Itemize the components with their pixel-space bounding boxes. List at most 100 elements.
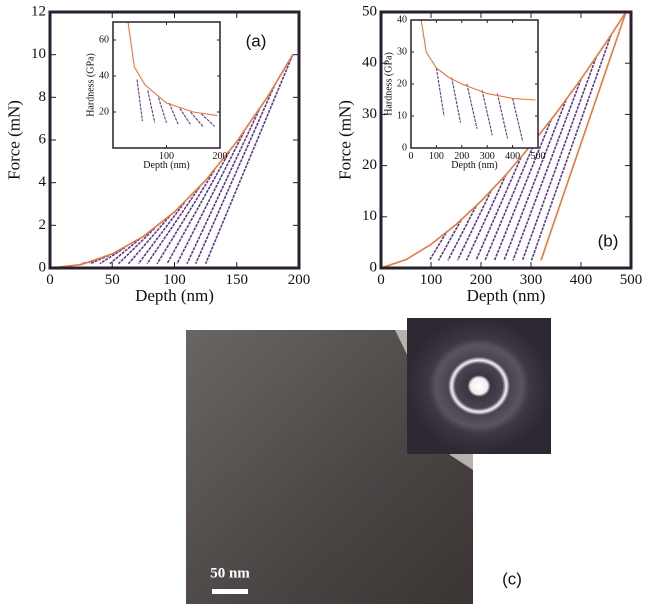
y-axis-label: Force (mN) (4, 100, 23, 180)
scale-bar-label: 50 nm (210, 565, 250, 581)
inset-background (411, 20, 538, 148)
x-axis-label: Depth (nm) (451, 160, 497, 171)
y-tick-label: 60 (99, 34, 109, 45)
data-line (99, 247, 126, 265)
data-line (540, 11, 627, 261)
data-line (147, 90, 156, 123)
data-line (49, 54, 294, 269)
y-tick-label: 20 (397, 78, 407, 89)
data-line (437, 219, 462, 261)
panel-label: (a) (246, 31, 267, 50)
y-tick-label: 2 (39, 217, 47, 233)
x-tick-label: 50 (105, 272, 120, 288)
data-line (186, 109, 260, 265)
data-line (503, 99, 567, 261)
data-line (475, 157, 522, 261)
scale-bar (212, 589, 248, 594)
x-tick-label: 100 (420, 272, 443, 288)
x-tick-label: 0 (46, 272, 54, 288)
data-line (136, 79, 143, 122)
x-axis-label: Depth (nm) (467, 286, 546, 305)
y-axis-label: Force (mN) (335, 100, 354, 180)
y-tick-label: 0 (402, 142, 407, 153)
data-line (204, 54, 294, 265)
data-line (190, 111, 204, 127)
y-axis-label: Hardness (GPa) (85, 53, 96, 117)
inset-background (113, 22, 220, 148)
data-line (435, 67, 445, 117)
data-line (456, 190, 492, 261)
x-tick-label: 400 (570, 272, 593, 288)
y-tick-label: 4 (39, 174, 47, 190)
x-tick-label: 100 (163, 272, 186, 288)
x-tick-label: 500 (531, 151, 546, 162)
data-line (89, 254, 109, 265)
x-tick-label: 0 (377, 272, 385, 288)
main-chart: 0 50 100 150 200 0 2 4 6 8 10 12 Depth (nm) Force (mN… (4, 3, 310, 305)
x-axis-label: Depth (nm) (135, 286, 214, 305)
x-axis-label: Depth (nm) (143, 160, 189, 171)
y-tick-label: 20 (362, 157, 377, 173)
x-tick-label: 200 (470, 272, 493, 288)
y-axis-label: Hardness (GPa) (383, 52, 394, 116)
data-line (194, 85, 275, 265)
data-line (156, 169, 216, 265)
panel-label: (b) (598, 231, 619, 250)
data-line (466, 83, 478, 129)
data-line (109, 238, 141, 265)
panel-label: (c) (502, 569, 522, 588)
data-line (496, 93, 509, 139)
x-tick-label: 0 (409, 151, 414, 162)
inset-chart: 0 100 200 300 400 500 0 10 20 30 40 Depth (nm) Hardn… (383, 14, 545, 171)
y-tick-label: 10 (31, 46, 46, 62)
data-line (512, 78, 582, 261)
y-tick-label: 50 (362, 3, 377, 19)
y-tick-label: 6 (39, 131, 47, 147)
x-tick-label: 300 (520, 272, 543, 288)
y-tick-label: 30 (397, 46, 407, 57)
y-tick-label: 0 (370, 259, 378, 275)
data-line (484, 138, 537, 261)
data-line (157, 97, 168, 123)
diffraction-pattern (407, 318, 551, 454)
data-line (420, 19, 536, 101)
plot-frame (379, 10, 633, 270)
data-line (117, 227, 156, 265)
y-tick-label: 12 (31, 3, 46, 19)
data-line (512, 98, 524, 142)
data-line (179, 108, 192, 125)
y-tick-label: 30 (362, 106, 377, 122)
y-tick-label: 0 (39, 259, 47, 275)
data-line (127, 215, 171, 265)
data-line (447, 205, 477, 261)
y-tick-label: 8 (39, 89, 47, 105)
y-tick-label: 40 (397, 14, 407, 25)
data-line (481, 90, 493, 136)
y-tick-label: 40 (99, 70, 109, 81)
y-tick-label: 10 (362, 208, 377, 224)
x-tick-label: 200 (454, 151, 469, 162)
plot-frame (112, 21, 221, 149)
x-tick-label: 200 (213, 151, 228, 162)
data-line (200, 113, 216, 127)
plot-frame (48, 10, 301, 270)
data-line (146, 186, 201, 265)
plot-frame (410, 19, 539, 149)
data-line (137, 202, 186, 265)
data-line (493, 119, 552, 261)
data-line (127, 21, 218, 117)
inset-chart: 100 200 20 40 60 Depth (nm) Hardness (GPa) (85, 21, 228, 171)
tem-image: 50 nm (c) (186, 318, 551, 604)
x-tick-label: 100 (159, 151, 174, 162)
x-tick-label: 150 (226, 272, 249, 288)
data-line (451, 77, 462, 123)
y-tick-label: 40 (362, 55, 377, 71)
data-line (530, 34, 612, 261)
x-tick-label: 300 (480, 151, 495, 162)
x-tick-label: 500 (620, 272, 643, 288)
data-line (465, 174, 507, 261)
y-tick-label: 20 (99, 106, 109, 117)
